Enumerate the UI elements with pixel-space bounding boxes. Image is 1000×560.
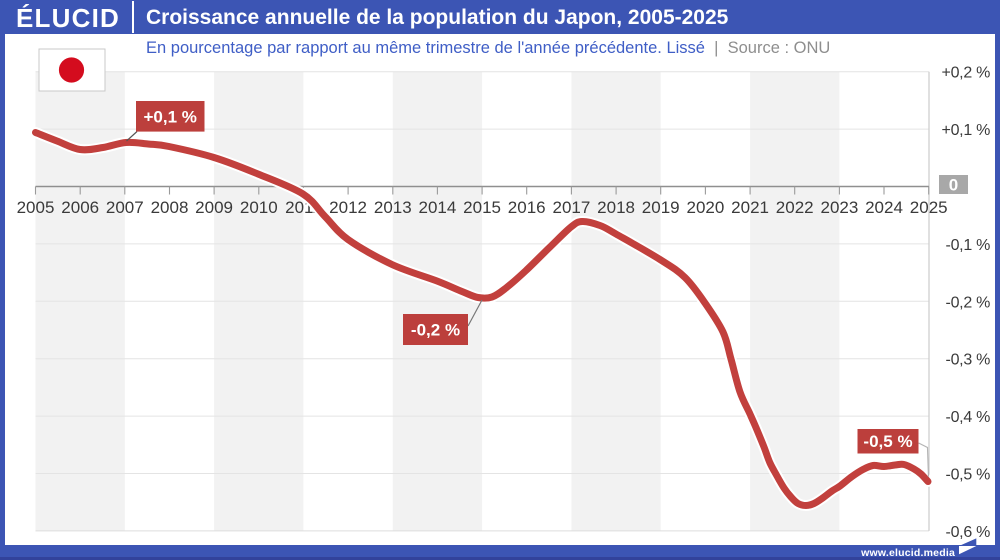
- svg-text:2019: 2019: [642, 198, 680, 217]
- svg-text:2007: 2007: [106, 198, 144, 217]
- svg-text:2016: 2016: [508, 198, 546, 217]
- svg-text:0: 0: [949, 176, 958, 195]
- svg-text:2010: 2010: [240, 198, 278, 217]
- svg-text:-0,5 %: -0,5 %: [946, 467, 991, 484]
- svg-text:-0,6 %: -0,6 %: [946, 524, 991, 541]
- svg-text:2022: 2022: [776, 198, 814, 217]
- svg-text:2014: 2014: [418, 198, 456, 217]
- svg-text:+0,2 %: +0,2 %: [942, 65, 991, 82]
- svg-text:-0,1 %: -0,1 %: [946, 237, 991, 254]
- svg-text:2009: 2009: [195, 198, 233, 217]
- svg-text:+0,1 %: +0,1 %: [143, 108, 196, 127]
- svg-text:-0,5 %: -0,5 %: [863, 432, 912, 451]
- svg-text:2005: 2005: [17, 198, 55, 217]
- svg-text:2013: 2013: [374, 198, 412, 217]
- svg-text:2015: 2015: [463, 198, 501, 217]
- svg-text:2020: 2020: [686, 198, 724, 217]
- svg-text:+0,1 %: +0,1 %: [942, 122, 991, 139]
- svg-text:-0,2 %: -0,2 %: [946, 294, 991, 311]
- svg-text:-0,4 %: -0,4 %: [946, 409, 991, 426]
- svg-text:2023: 2023: [820, 198, 858, 217]
- svg-text:2021: 2021: [731, 198, 769, 217]
- svg-text:2017: 2017: [552, 198, 590, 217]
- svg-text:2025: 2025: [910, 198, 948, 217]
- svg-text:-0,3 %: -0,3 %: [946, 352, 991, 369]
- svg-text:2012: 2012: [329, 198, 367, 217]
- svg-text:2018: 2018: [597, 198, 635, 217]
- svg-text:2006: 2006: [61, 198, 99, 217]
- svg-text:2024: 2024: [865, 198, 903, 217]
- svg-text:2008: 2008: [151, 198, 189, 217]
- svg-text:-0,2 %: -0,2 %: [411, 321, 460, 340]
